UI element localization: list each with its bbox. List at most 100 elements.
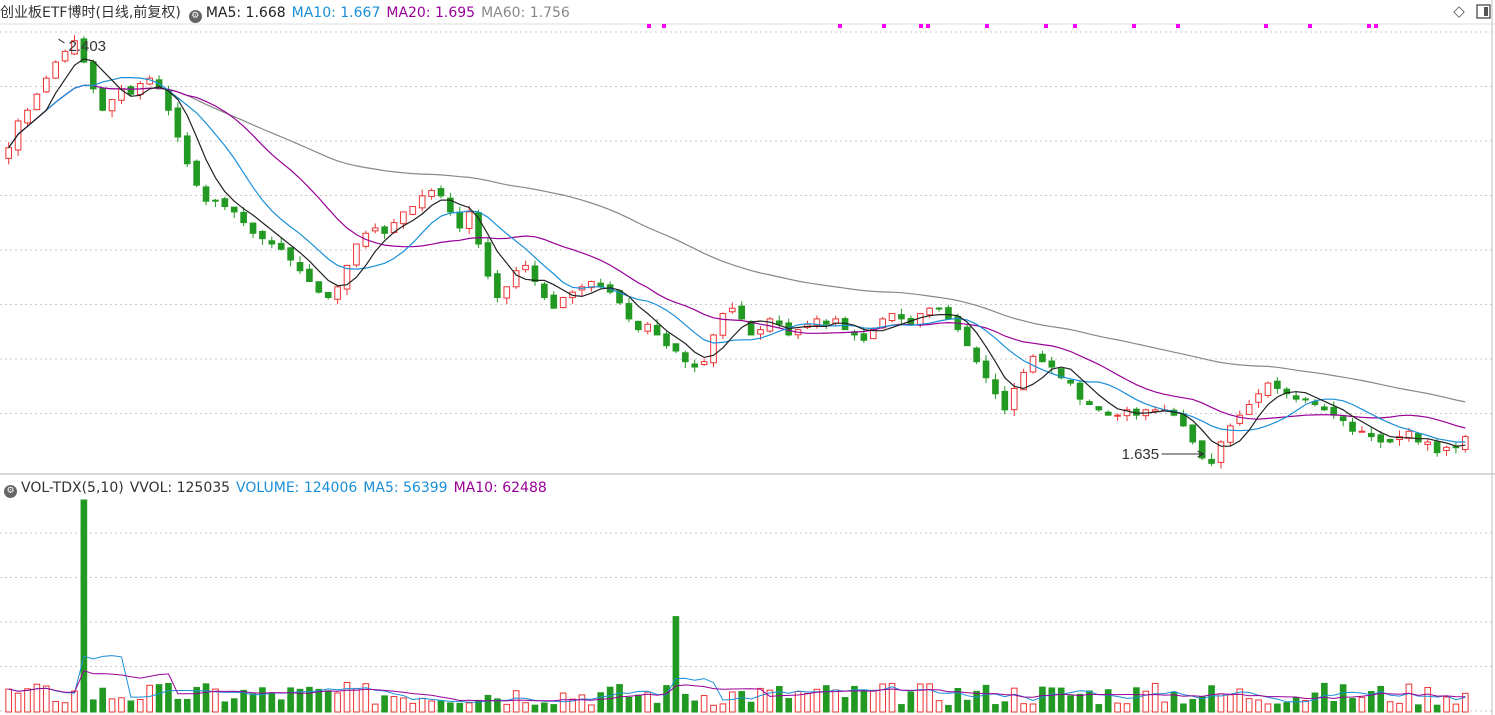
down-candle	[1104, 410, 1112, 416]
volume-bar-down	[1095, 704, 1103, 713]
volume-bar-up	[428, 700, 435, 713]
volume-bar-down	[1189, 699, 1197, 713]
candles	[5, 35, 1469, 469]
volume-bar-up	[1151, 682, 1159, 713]
up-candle	[136, 81, 144, 100]
signal-marker	[1264, 24, 1269, 28]
vvol-legend: VVOL: 125035	[129, 480, 231, 496]
volume-bar-up	[559, 692, 567, 713]
volume-bar-down	[1349, 697, 1356, 713]
ma20-legend: MA20: 1.695	[386, 5, 476, 21]
volume-bar-up	[569, 698, 576, 713]
volume-bar-down	[1076, 693, 1084, 713]
volume-settings-dot-icon[interactable]: ⚙	[4, 485, 17, 498]
volume-bar-up	[700, 695, 708, 713]
volume-bar-up	[1386, 701, 1394, 713]
up-candle	[1020, 368, 1027, 391]
up-candle	[569, 290, 576, 304]
volume-bar-down	[982, 684, 990, 713]
down-candle	[1349, 417, 1356, 435]
volume-bar-down	[625, 696, 633, 713]
volume-bar-down	[1170, 691, 1178, 713]
down-candle	[1086, 399, 1093, 405]
volume-bar-down	[992, 704, 999, 713]
volume-ma5-line	[8, 655, 1466, 703]
up-candle	[1010, 382, 1018, 416]
down-candle	[860, 328, 868, 343]
volume-bar-up	[5, 688, 13, 713]
volume-bar-up	[644, 691, 652, 713]
up-candle	[1245, 399, 1253, 415]
volume-bar-down	[89, 699, 97, 713]
volume-bar-up	[1142, 690, 1150, 713]
volume-bar-up	[719, 703, 727, 713]
panel-toggle-icon[interactable]	[1475, 3, 1491, 19]
down-candle	[738, 301, 746, 322]
volume-bar-down	[1039, 686, 1046, 713]
down-candle	[174, 102, 182, 143]
signal-marker	[1176, 24, 1180, 28]
volume-bar-up	[1255, 699, 1262, 713]
down-candle	[193, 159, 200, 188]
up-candle	[1123, 406, 1131, 422]
signal-marker	[1073, 24, 1078, 28]
volume-bar-down	[183, 698, 191, 713]
volume-bar-down	[230, 698, 238, 713]
volume-bar-up	[1010, 687, 1018, 713]
up-candle	[710, 333, 717, 368]
down-candle	[287, 247, 294, 267]
up-candle	[559, 296, 567, 309]
up-candle	[42, 75, 50, 94]
volume-bar-down	[775, 685, 783, 713]
down-candle	[663, 331, 670, 349]
volume-bar-down	[127, 700, 135, 713]
volume-bar-down	[616, 684, 623, 713]
volume-bar-up	[1358, 696, 1366, 713]
volume-bar-up	[1236, 688, 1244, 713]
up-candle	[766, 316, 774, 333]
volume-bar-down	[822, 685, 830, 713]
volume-bar-up	[353, 687, 360, 713]
diamond-icon[interactable]: ◇	[1453, 3, 1465, 20]
volume-bar-down	[221, 701, 229, 713]
volume-bar-down	[296, 688, 304, 713]
down-candle	[456, 206, 464, 232]
down-candle	[447, 192, 454, 216]
down-candle	[268, 236, 276, 249]
volume-bar-up	[869, 689, 877, 713]
up-candle	[1461, 434, 1469, 453]
annotations: 2.403 1.635	[58, 38, 1205, 463]
up-candle	[700, 358, 708, 366]
signal-marker	[918, 24, 923, 28]
volume-bar-up	[14, 692, 22, 713]
volume-bar-down	[541, 702, 548, 713]
down-candle	[99, 87, 106, 112]
chart-title: 创业板ETF博时(日线,前复权)	[0, 5, 181, 21]
volume-bar-down	[851, 685, 858, 713]
volume-bar-up	[334, 692, 341, 713]
volume-bar-down	[1274, 703, 1281, 713]
down-candle	[1292, 391, 1300, 403]
volume-bar-down	[1208, 685, 1215, 713]
volume-bar-up	[42, 685, 50, 713]
ma10-line	[8, 76, 1466, 443]
down-candle	[1039, 350, 1046, 363]
volume-bar-up	[757, 687, 764, 713]
down-candle	[681, 350, 689, 369]
chart-tools: ◇	[1451, 3, 1491, 20]
volume-bar-up	[1302, 699, 1309, 713]
down-candle	[1067, 379, 1074, 386]
down-candle	[475, 209, 482, 249]
volume-bar-up	[409, 702, 417, 713]
volume-bar-up	[1123, 703, 1131, 713]
up-candle	[428, 188, 435, 200]
settings-dot-icon[interactable]: ⚙	[188, 10, 202, 23]
volume-bar-up	[512, 690, 520, 713]
volume-bar-down	[306, 686, 313, 713]
volume-bar-up	[71, 690, 78, 713]
down-candle	[1274, 377, 1281, 394]
signal-marker	[1131, 24, 1136, 28]
down-candle	[202, 184, 210, 206]
